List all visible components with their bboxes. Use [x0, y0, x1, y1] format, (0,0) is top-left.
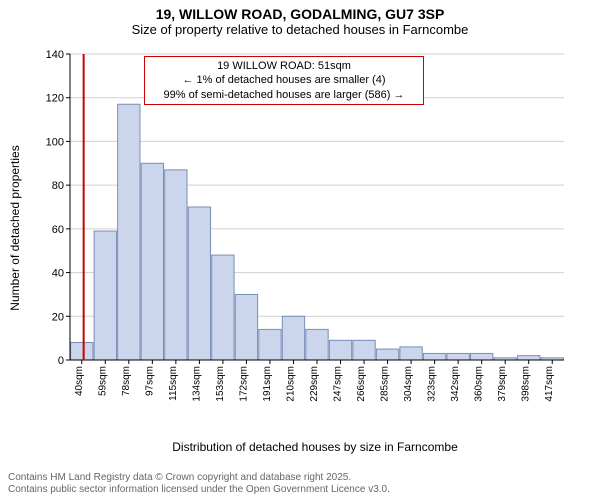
histogram-svg: 02040608010012014040sqm59sqm78sqm97sqm11… [60, 48, 570, 408]
svg-text:210sqm: 210sqm [285, 366, 296, 402]
svg-text:304sqm: 304sqm [403, 366, 414, 402]
annotation-line: 19 WILLOW ROAD: 51sqm [151, 59, 417, 73]
footer-line1: Contains HM Land Registry data © Crown c… [8, 472, 390, 484]
annotation-line: ← 1% of detached houses are smaller (4) [151, 73, 417, 87]
footer-attribution: Contains HM Land Registry data © Crown c… [8, 472, 390, 496]
x-axis-label: Distribution of detached houses by size … [60, 440, 570, 454]
svg-text:191sqm: 191sqm [262, 366, 273, 402]
svg-text:153sqm: 153sqm [215, 366, 226, 402]
svg-text:417sqm: 417sqm [544, 366, 555, 402]
svg-text:0: 0 [58, 355, 64, 367]
svg-text:360sqm: 360sqm [474, 366, 485, 402]
chart-title-line2: Size of property relative to detached ho… [0, 22, 600, 41]
svg-text:342sqm: 342sqm [450, 366, 461, 402]
svg-text:60: 60 [52, 224, 64, 236]
svg-text:80: 80 [52, 180, 64, 192]
svg-text:40sqm: 40sqm [74, 366, 85, 396]
svg-text:134sqm: 134sqm [191, 366, 202, 402]
svg-text:40: 40 [52, 268, 64, 280]
svg-text:120: 120 [46, 93, 64, 105]
annotation-line: 99% of semi-detached houses are larger (… [151, 88, 417, 102]
chart-title-line1: 19, WILLOW ROAD, GODALMING, GU7 3SP [0, 0, 600, 22]
y-axis-label: Number of detached properties [8, 48, 24, 408]
chart-area: 02040608010012014040sqm59sqm78sqm97sqm11… [60, 48, 570, 408]
svg-text:59sqm: 59sqm [97, 366, 108, 396]
svg-text:140: 140 [46, 49, 64, 61]
svg-text:229sqm: 229sqm [309, 366, 320, 402]
svg-text:285sqm: 285sqm [380, 366, 391, 402]
svg-text:247sqm: 247sqm [333, 366, 344, 402]
svg-text:20: 20 [52, 311, 64, 323]
svg-text:266sqm: 266sqm [356, 366, 367, 402]
svg-text:398sqm: 398sqm [521, 366, 532, 402]
svg-text:97sqm: 97sqm [144, 366, 155, 396]
svg-text:115sqm: 115sqm [168, 366, 179, 401]
svg-text:100: 100 [46, 136, 64, 148]
svg-text:323sqm: 323sqm [427, 366, 438, 402]
svg-text:172sqm: 172sqm [238, 366, 249, 402]
annotation-box: 19 WILLOW ROAD: 51sqm← 1% of detached ho… [144, 56, 424, 105]
footer-line2: Contains public sector information licen… [8, 484, 390, 496]
svg-text:379sqm: 379sqm [497, 366, 508, 402]
svg-text:78sqm: 78sqm [121, 366, 132, 396]
